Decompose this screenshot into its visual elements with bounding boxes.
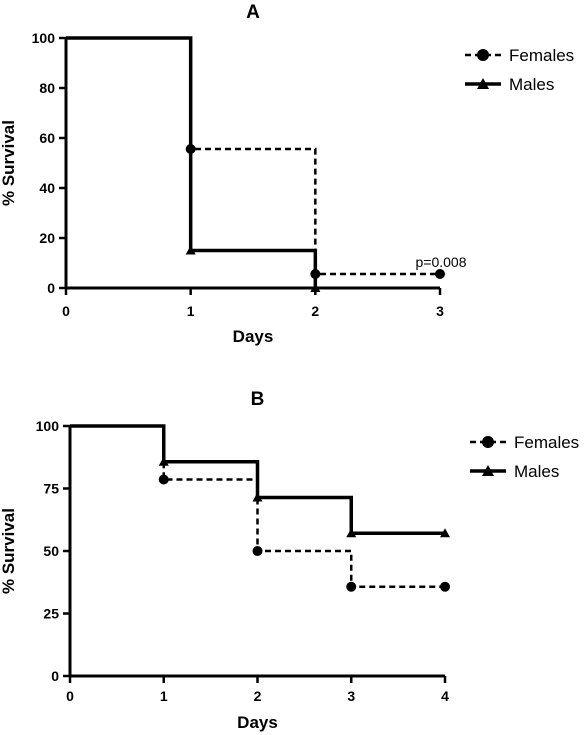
chart-title: A [246, 2, 260, 23]
y-tick-label: 75 [43, 481, 59, 497]
series-marker-males [185, 245, 196, 255]
chart-panel-a: A 0 20 40 60 80 100 0 1 2 3 Days % Survival Females Ma… [0, 2, 574, 346]
y-tick-label: 100 [32, 30, 56, 46]
y-tick-label: 20 [39, 230, 55, 246]
series-marker-females [440, 581, 450, 592]
series-marker-females [435, 269, 445, 279]
x-tick-label: 1 [160, 688, 168, 704]
y-tick-label: 80 [39, 80, 55, 96]
legend-label-females: Females [509, 46, 574, 65]
legend-label-females: Females [514, 433, 579, 452]
p-value-annotation: p=0.008 [416, 254, 467, 270]
x-tick-label: 2 [311, 303, 319, 319]
series-line-females [66, 36, 440, 276]
legend-marker-males [477, 78, 489, 89]
y-tick-label: 0 [47, 280, 55, 296]
x-tick-label: 4 [441, 688, 449, 704]
x-tick-label: 3 [436, 303, 444, 319]
legend-label-males: Males [509, 75, 554, 94]
x-tick-label: 3 [347, 688, 355, 704]
x-axis-label: Days [237, 713, 278, 732]
y-axis-label: % Survival [0, 508, 18, 594]
chart-title: B [251, 389, 265, 410]
series-marker-males [310, 283, 321, 292]
x-tick-label: 2 [254, 688, 262, 704]
legend-marker-females [477, 49, 489, 61]
series-marker-males [346, 528, 357, 538]
y-tick-label: 0 [51, 668, 59, 684]
y-tick-label: 50 [43, 543, 59, 559]
x-tick-label: 1 [187, 303, 195, 319]
series-marker-males [252, 492, 263, 502]
series-marker-females [158, 474, 169, 485]
x-axis-label: Days [233, 327, 274, 346]
series-marker-females [252, 546, 263, 556]
legend-marker-males [482, 465, 494, 476]
x-tick-label: 0 [62, 303, 70, 319]
series-marker-males [440, 528, 450, 538]
series-line-males [70, 424, 445, 535]
x-tick-label: 0 [66, 688, 74, 704]
chart-panel-b: B 0 25 50 75 100 0 1 2 3 4 Days % Survival Females Mal… [0, 389, 579, 732]
y-tick-label: 25 [43, 606, 59, 622]
legend-label-males: Males [514, 462, 559, 481]
legend-marker-females [482, 436, 494, 448]
series-line-females [70, 424, 445, 588]
y-axis-label: % Survival [0, 120, 18, 206]
y-tick-label: 60 [39, 130, 55, 146]
series-marker-females [346, 581, 357, 592]
y-tick-label: 100 [36, 418, 60, 434]
series-marker-males [158, 456, 169, 466]
y-tick-label: 40 [39, 180, 55, 196]
